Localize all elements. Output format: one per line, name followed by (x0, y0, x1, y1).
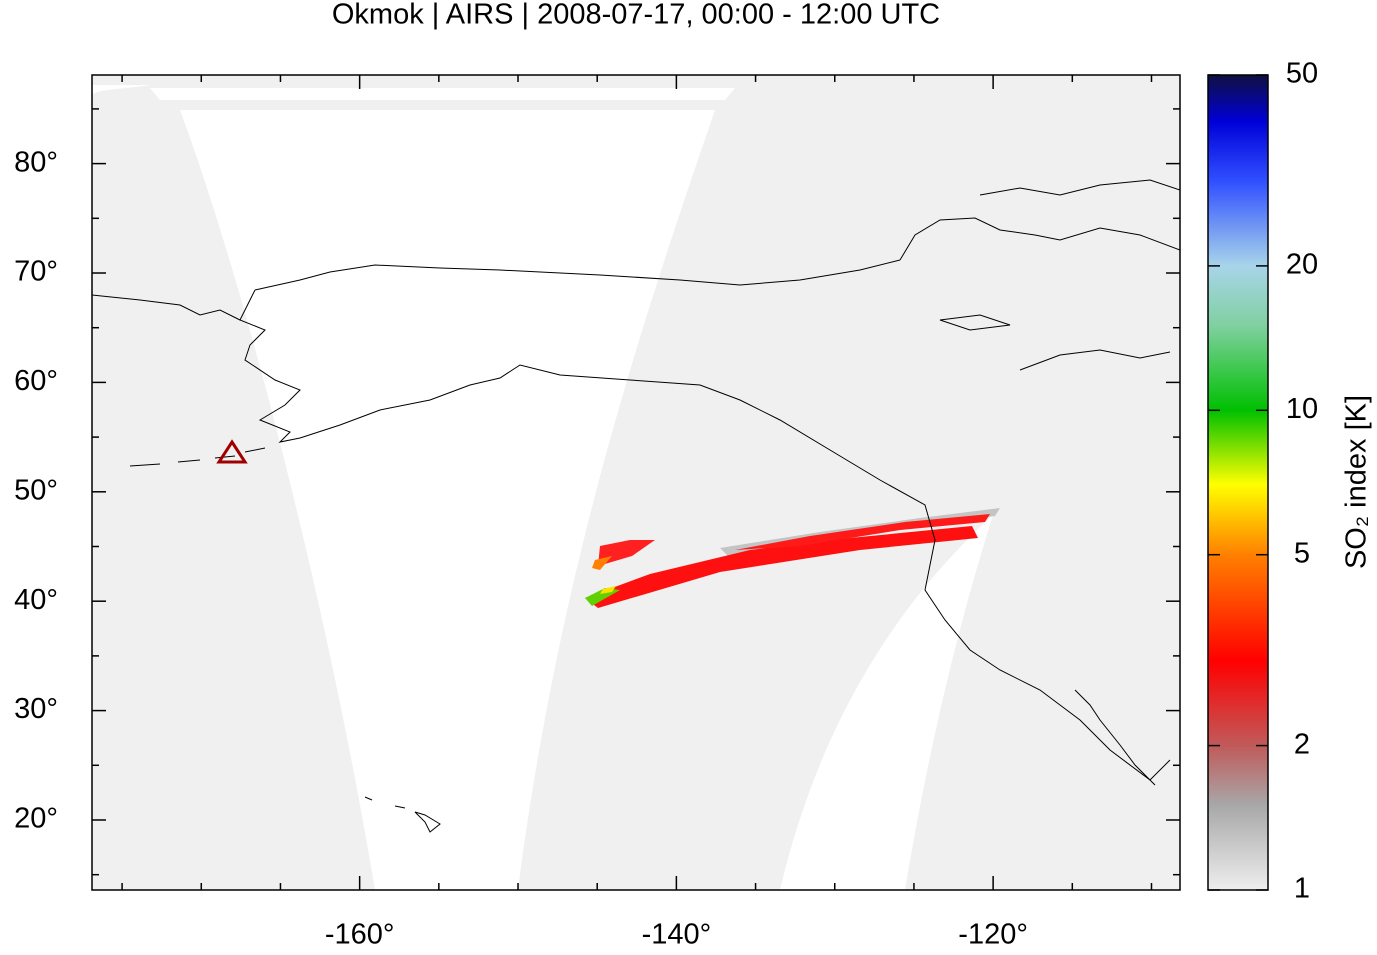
x-tick-label: -120° (958, 919, 1028, 950)
colorbar-tick-label: 20 (1286, 249, 1318, 281)
colorbar-tick-label: 2 (1294, 728, 1310, 760)
y-tick-label: 20° (14, 803, 58, 835)
colorbar-tick-label: 50 (1286, 58, 1318, 90)
gap (92, 85, 150, 95)
colorbar-tick-label: 5 (1294, 537, 1310, 569)
gap (180, 110, 715, 890)
y-tick-label: 70° (14, 256, 58, 288)
chart-title: Okmok | AIRS | 2008-07-17, 00:00 - 12:00… (332, 0, 940, 31)
map-area (92, 75, 1180, 890)
colorbar-label: SO₂ index [K] (1341, 395, 1373, 569)
x-tick-label: -140° (642, 919, 712, 950)
y-tick-label: 50° (14, 474, 58, 506)
volcano-marker (216, 439, 248, 464)
y-tick-label: 40° (14, 584, 58, 616)
colorbar-tick-label: 1 (1294, 873, 1310, 905)
gap (150, 88, 735, 100)
y-tick-label: 80° (14, 146, 58, 178)
plot-frame (91, 74, 1181, 891)
y-tick-label: 60° (14, 365, 58, 397)
y-tick-label: 30° (14, 693, 58, 725)
plume (585, 508, 1000, 608)
coastline (92, 179, 1180, 833)
colorbar-tick-label: 10 (1286, 393, 1318, 425)
x-tick-label: -160° (325, 919, 395, 950)
gap (780, 515, 993, 890)
colorbar (1207, 74, 1269, 891)
